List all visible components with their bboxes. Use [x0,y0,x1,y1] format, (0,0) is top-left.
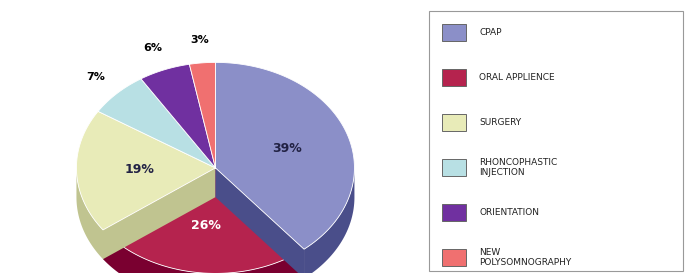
Text: SURGERY: SURGERY [480,118,521,127]
Text: 26%: 26% [191,219,221,232]
Polygon shape [215,168,304,278]
Polygon shape [190,62,215,168]
Polygon shape [76,168,103,259]
FancyBboxPatch shape [443,204,466,221]
FancyBboxPatch shape [430,11,682,271]
Polygon shape [304,169,354,278]
Text: 19%: 19% [124,163,154,176]
Polygon shape [103,168,215,259]
Text: 7%: 7% [86,72,105,82]
Text: NEW
POLYSOMNOGRAPHY: NEW POLYSOMNOGRAPHY [480,248,572,267]
Polygon shape [103,230,304,279]
Polygon shape [141,64,215,168]
FancyBboxPatch shape [443,24,466,41]
Polygon shape [76,111,215,230]
Polygon shape [103,168,215,259]
Polygon shape [98,79,215,168]
FancyBboxPatch shape [443,69,466,86]
Text: 39%: 39% [272,142,302,155]
FancyBboxPatch shape [443,114,466,131]
Polygon shape [215,168,304,278]
Text: 3%: 3% [190,35,209,45]
Polygon shape [103,168,304,273]
Text: ORAL APPLIENCE: ORAL APPLIENCE [480,73,555,82]
Text: 6%: 6% [144,43,163,53]
FancyBboxPatch shape [443,159,466,176]
FancyBboxPatch shape [443,249,466,266]
Text: RHONCOPHASTIC
INJECTION: RHONCOPHASTIC INJECTION [480,158,557,177]
Text: CPAP: CPAP [480,28,502,37]
Polygon shape [215,62,354,249]
Text: ORIENTATION: ORIENTATION [480,208,539,217]
